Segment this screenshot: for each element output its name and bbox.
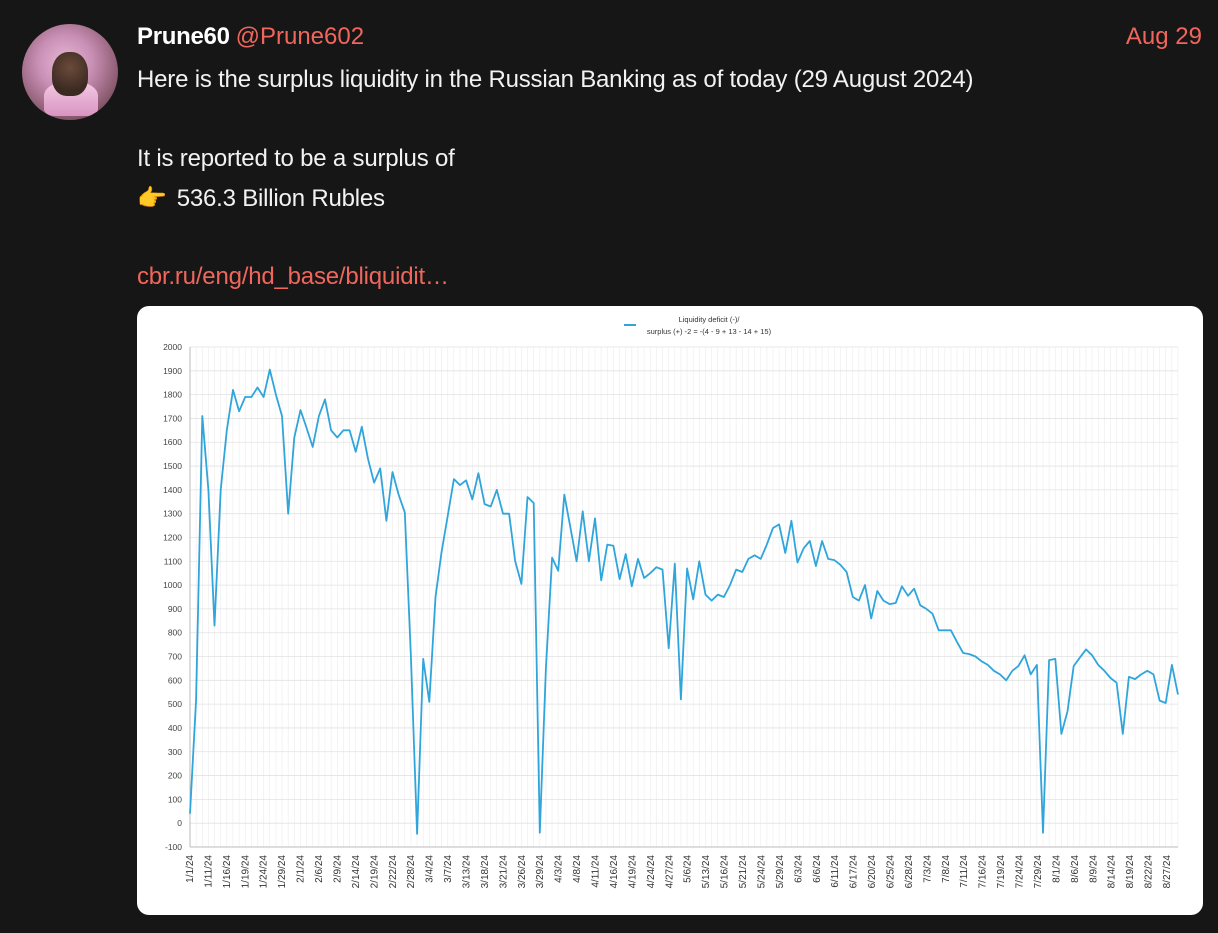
y-tick-label: 400: [168, 723, 182, 733]
x-tick-label: 8/14/24: [1107, 855, 1118, 889]
y-tick-label: 100: [168, 794, 182, 804]
x-tick-label: 6/28/24: [904, 855, 915, 889]
y-tick-label: 200: [168, 771, 182, 781]
x-tick-label: 7/16/24: [978, 855, 989, 889]
x-tick-label: 1/16/24: [222, 855, 233, 889]
x-tick-label: 7/29/24: [1033, 855, 1044, 889]
x-tick-label: 8/9/24: [1088, 855, 1099, 883]
x-tick-label: 8/22/24: [1144, 855, 1155, 889]
x-tick-label: 7/8/24: [941, 855, 952, 883]
y-tick-label: 1600: [163, 437, 182, 447]
x-tick-label: 5/24/24: [756, 855, 767, 889]
y-tick-label: 300: [168, 747, 182, 757]
y-tick-label: 700: [168, 652, 182, 662]
y-tick-label: 1800: [163, 390, 182, 400]
x-tick-label: 2/28/24: [406, 855, 417, 889]
y-tick-label: 1200: [163, 532, 182, 542]
y-tick-label: 2000: [163, 342, 182, 352]
y-tick-label: -100: [165, 842, 182, 852]
liquidity-series-line: [189, 368, 1179, 835]
x-tick-label: 4/16/24: [609, 855, 620, 889]
x-tick-label: 2/19/24: [369, 855, 380, 889]
x-tick-label: 1/19/24: [240, 855, 251, 889]
x-tick-label: 3/26/24: [517, 855, 528, 889]
y-tick-label: 1100: [164, 556, 183, 566]
chart-card[interactable]: -100 0 100 200 300 400 500 600 700 800 900 1000 1100…: [137, 306, 1203, 915]
y-tick-label: 600: [168, 675, 182, 685]
x-tick-label: 7/3/24: [922, 855, 933, 883]
x-tick-label: 3/29/24: [535, 855, 546, 889]
x-tick-label: 1/1/24: [185, 855, 196, 883]
x-tick-label: 6/17/24: [849, 855, 860, 889]
x-tick-label: 3/4/24: [425, 855, 436, 883]
x-tick-label: 3/21/24: [498, 855, 509, 889]
x-tick-label: 8/27/24: [1162, 855, 1173, 889]
x-tick-label: 1/24/24: [259, 855, 270, 889]
y-tick-label: 900: [168, 604, 182, 614]
user-handle[interactable]: @Prune602: [235, 23, 365, 50]
x-tick-label: 6/6/24: [812, 855, 823, 883]
x-tick-label: 4/8/24: [572, 855, 583, 883]
x-tick-label: 2/1/24: [296, 855, 307, 883]
x-tick-label: 3/7/24: [443, 855, 454, 883]
legend-label-line-1: Liquidity deficit (-)/: [679, 315, 741, 324]
x-tick-label: 2/14/24: [351, 855, 362, 889]
x-tick-label: 7/19/24: [996, 855, 1007, 889]
post-text-line-1: Here is the surplus liquidity in the Rus…: [137, 66, 974, 93]
avatar-dog: [52, 52, 88, 96]
x-tick-label: 6/20/24: [867, 855, 878, 889]
x-tick-label: 4/24/24: [646, 855, 657, 889]
x-tick-label: 6/25/24: [885, 855, 896, 889]
x-tick-label: 4/11/24: [591, 855, 602, 888]
legend-label-line-2: surplus (+) -2 = -(4 - 9 + 13 - 14 + 15): [647, 327, 772, 336]
x-tick-label: 7/24/24: [1015, 855, 1026, 889]
y-tick-label: 1000: [163, 580, 182, 590]
post-header: Prune60 @Prune602 Aug 29: [137, 23, 1202, 57]
x-tick-label: 8/6/24: [1070, 855, 1081, 883]
x-tick-label: 2/9/24: [332, 855, 343, 883]
x-tick-label: 5/21/24: [738, 855, 749, 889]
post-text-line-3: 👉 536.3 Billion Rubles: [137, 184, 385, 213]
post-link[interactable]: cbr.ru/eng/hd_base/bliquidit…: [137, 263, 449, 290]
x-tick-label: 3/13/24: [462, 855, 473, 889]
x-tick-label: 4/27/24: [664, 855, 675, 889]
surplus-amount: 536.3 Billion Rubles: [176, 185, 385, 212]
x-tick-label: 8/1/24: [1051, 855, 1062, 883]
y-tick-label: 1400: [163, 485, 182, 495]
x-tick-label: 5/6/24: [683, 855, 694, 883]
y-tick-label: 1500: [163, 461, 182, 471]
y-tick-label: 1900: [163, 366, 182, 376]
x-tick-label: 1/29/24: [277, 855, 288, 889]
y-tick-label: 1700: [163, 413, 182, 423]
post-date[interactable]: Aug 29: [1125, 23, 1202, 50]
x-tick-label: 8/19/24: [1125, 855, 1136, 889]
y-tick-label: 800: [168, 628, 182, 638]
x-tick-label: 3/18/24: [480, 855, 491, 889]
x-tick-label: 2/6/24: [314, 855, 325, 883]
x-tick-label: 5/13/24: [701, 855, 712, 889]
x-tick-label: 4/3/24: [554, 855, 565, 883]
post-text-line-2: It is reported to be a surplus of: [137, 145, 455, 172]
x-tick-label: 4/19/24: [627, 855, 638, 889]
x-tick-label: 5/16/24: [720, 855, 731, 889]
x-tick-label: 7/11/24: [959, 855, 970, 888]
display-name[interactable]: Prune60: [137, 23, 230, 50]
x-tick-label: 1/11/24: [203, 855, 214, 888]
y-tick-label: 1300: [163, 509, 182, 519]
pointing-hand-icon: 👉: [137, 185, 167, 212]
x-tick-label: 6/11/24: [830, 855, 841, 888]
y-tick-label: 500: [168, 699, 182, 709]
avatar[interactable]: [22, 24, 118, 120]
x-tick-label: 6/3/24: [793, 855, 804, 883]
y-tick-label: 0: [177, 818, 182, 828]
x-tick-label: 2/22/24: [388, 855, 399, 889]
liquidity-chart: -100 0 100 200 300 400 500 600 700 800 900 1000 1100…: [163, 315, 1179, 889]
x-tick-label: 5/29/24: [775, 855, 786, 889]
